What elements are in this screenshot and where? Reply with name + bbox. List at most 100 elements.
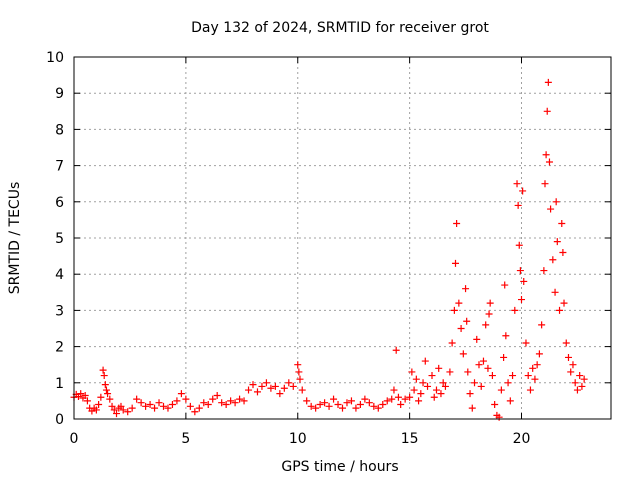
x-tick-label: 0 [70, 431, 79, 447]
data-point [459, 350, 467, 358]
data-point [488, 372, 496, 380]
data-point [516, 267, 524, 275]
data-point [529, 364, 537, 372]
data-point [558, 220, 566, 228]
data-point [535, 350, 543, 358]
y-tick-label: 7 [55, 159, 64, 175]
y-tick-label: 6 [55, 195, 64, 211]
y-tick-label: 1 [55, 376, 64, 392]
data-point [545, 158, 553, 166]
data-point [538, 321, 546, 329]
data-point [410, 386, 418, 394]
data-point [249, 381, 257, 389]
data-point [435, 364, 443, 372]
data-point [571, 379, 579, 387]
data-point [321, 399, 329, 407]
data-point [102, 386, 110, 394]
data-point [92, 406, 100, 414]
data-point [471, 379, 479, 387]
data-point [365, 399, 373, 407]
data-point [567, 368, 575, 376]
data-point [119, 406, 127, 414]
data-point [439, 379, 447, 387]
data-point [200, 399, 208, 407]
data-point [406, 393, 414, 401]
data-point [569, 361, 577, 369]
data-point [556, 306, 564, 314]
plot-frame [73, 56, 612, 420]
data-point [227, 397, 235, 405]
data-point [361, 395, 369, 403]
data-point [160, 402, 167, 410]
data-point [513, 180, 521, 188]
data-point [397, 401, 405, 409]
data-point [573, 386, 581, 394]
data-point [473, 335, 481, 343]
data-point [466, 390, 474, 398]
data-point [504, 379, 512, 387]
data-point [497, 386, 505, 394]
y-axis-label: SRMTID / TECUs [7, 182, 23, 295]
data-point [280, 384, 288, 392]
data-point [519, 187, 527, 195]
data-point [110, 406, 118, 414]
data-point [514, 201, 522, 209]
data-point [312, 404, 320, 412]
data-point [271, 382, 279, 390]
y-tick-label: 10 [46, 50, 64, 66]
data-point [330, 395, 338, 403]
data-point [430, 393, 438, 401]
data-point [580, 375, 588, 383]
data-point [560, 299, 568, 307]
data-point [428, 372, 436, 380]
data-point [267, 384, 275, 392]
data-point [543, 107, 551, 115]
data-point [541, 180, 549, 188]
data-point [479, 357, 487, 365]
data-point [379, 401, 387, 409]
data-point [191, 408, 199, 416]
data-point [464, 368, 472, 376]
data-point [81, 391, 89, 399]
data-point [533, 361, 541, 369]
data-point [520, 277, 528, 285]
data-point [108, 402, 116, 410]
data-point [419, 379, 427, 387]
y-tick-label: 0 [55, 412, 64, 428]
data-point [236, 395, 244, 403]
data-point [552, 198, 560, 206]
data-point [128, 404, 136, 412]
data-point [352, 404, 360, 412]
data-point [142, 402, 150, 410]
data-point [553, 238, 561, 246]
data-point [424, 382, 432, 390]
data-point [394, 393, 402, 401]
data-point [457, 325, 465, 332]
data-point [551, 288, 559, 296]
data-point [124, 408, 132, 416]
data-point [462, 285, 470, 293]
data-point [325, 402, 333, 410]
data-point [168, 401, 176, 409]
x-axis-label: GPS time / hours [281, 459, 398, 475]
data-point [383, 397, 391, 405]
y-tick-label: 3 [55, 303, 64, 319]
data-point [343, 399, 351, 407]
data-point [455, 299, 463, 307]
data-point [477, 382, 485, 390]
data-point [339, 404, 346, 412]
data-point [164, 404, 172, 412]
data-point [544, 78, 552, 86]
data-point [295, 368, 303, 376]
data-point [453, 220, 461, 228]
data-point [113, 410, 121, 418]
data-point [347, 397, 355, 405]
data-point [285, 379, 293, 387]
x-tick-label: 20 [513, 431, 531, 447]
data-point [421, 357, 429, 365]
data-point [576, 372, 584, 380]
data-point [231, 399, 239, 407]
data-point [484, 364, 492, 372]
data-point [294, 361, 302, 369]
data-point [417, 390, 425, 398]
